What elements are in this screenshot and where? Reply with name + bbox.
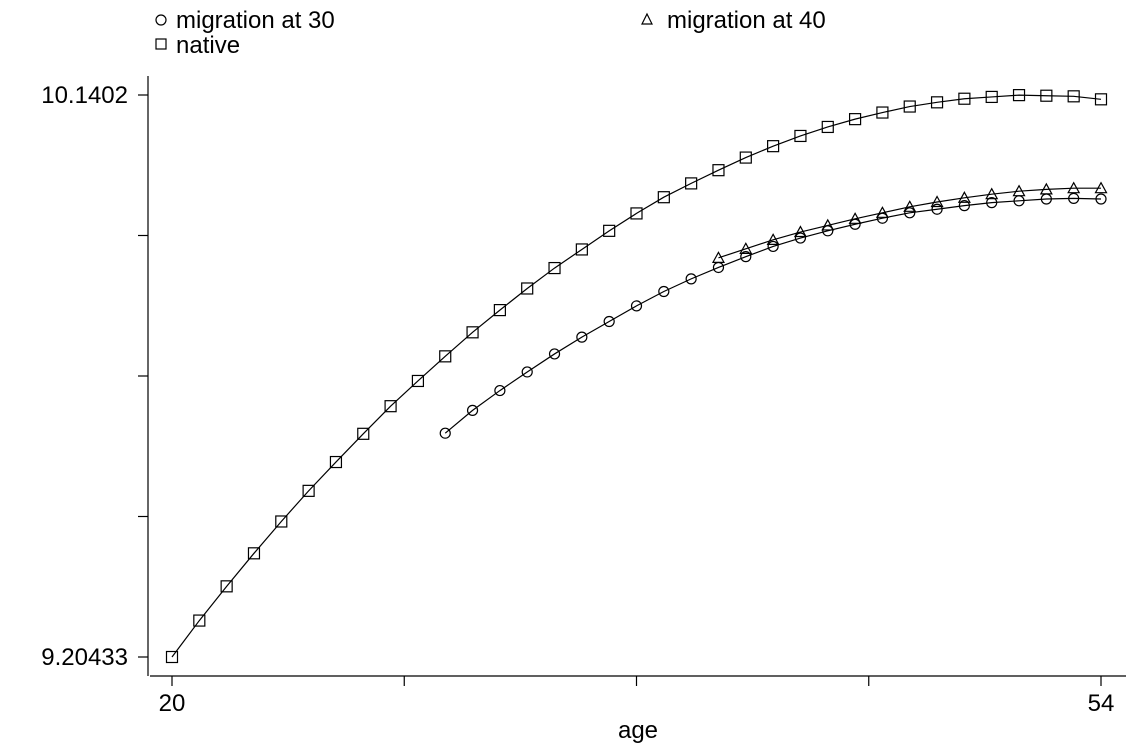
legend-item-migration-at-30: migration at 30	[155, 7, 335, 34]
data-point-square	[876, 106, 889, 119]
series-2	[165, 89, 1108, 664]
data-point-square	[165, 650, 179, 664]
legend: migration at 30 migration at 40 native	[155, 7, 826, 59]
x-tick-label: 54	[1088, 690, 1115, 717]
data-point-triangle	[821, 218, 835, 231]
data-point-circle	[521, 366, 533, 378]
data-point-triangle	[711, 251, 725, 263]
data-point-circle	[904, 207, 916, 219]
data-point-square	[767, 140, 780, 153]
data-point-circle	[931, 203, 943, 215]
data-point-square	[329, 455, 343, 469]
data-point-triangle	[793, 225, 807, 238]
data-point-circle	[740, 251, 752, 263]
data-point-square	[275, 515, 288, 528]
data-point-circle	[466, 404, 479, 416]
data-point-circle	[1068, 192, 1080, 205]
data-point-circle	[986, 197, 998, 209]
legend-triangle-marker	[641, 12, 653, 25]
x-ticks: 20 54	[159, 676, 1115, 717]
data-point-circle	[958, 200, 970, 212]
data-point-square	[657, 191, 670, 204]
legend-item-migration-at-40: migration at 40	[641, 7, 826, 34]
data-point-circle	[685, 273, 697, 285]
data-point-square	[630, 207, 643, 220]
data-point-square	[1040, 89, 1053, 102]
data-point-triangle	[957, 191, 971, 203]
data-point-circle	[603, 315, 615, 328]
data-point-square	[821, 120, 834, 134]
data-point-square	[575, 243, 588, 256]
data-point-triangle	[848, 212, 862, 224]
data-point-triangle	[1012, 184, 1026, 197]
data-point-circle	[494, 384, 506, 397]
series-0	[439, 192, 1107, 439]
data-point-square	[712, 164, 725, 177]
data-point-square	[193, 614, 206, 627]
y-tick-label: 9.20433	[41, 644, 128, 671]
data-point-circle	[658, 285, 670, 298]
data-point-square	[794, 129, 807, 143]
data-point-triangle	[739, 242, 753, 254]
data-point-square	[220, 580, 233, 593]
data-point-square	[247, 547, 261, 560]
legend-circle-marker	[155, 14, 167, 26]
data-point-square	[493, 304, 506, 317]
series-line	[718, 187, 1101, 259]
data-point-square	[1094, 93, 1108, 106]
data-point-triangle	[1039, 182, 1053, 195]
data-point-square	[439, 350, 452, 363]
data-point-square	[548, 261, 561, 275]
data-point-circle	[630, 300, 643, 312]
series-line	[171, 94, 1102, 658]
series-1	[711, 181, 1108, 263]
series-line	[444, 197, 1102, 434]
data-point-triangle	[903, 200, 917, 212]
legend-item-native: native	[155, 32, 240, 59]
data-point-circle	[1095, 193, 1107, 205]
data-point-circle	[576, 331, 588, 343]
data-point-circle	[548, 348, 561, 360]
data-point-square	[848, 113, 862, 126]
x-axis-title: age	[618, 717, 658, 744]
data-point-square	[958, 92, 971, 105]
data-point-triangle	[1067, 181, 1081, 194]
data-point-triangle	[930, 195, 944, 208]
legend-square-marker	[155, 38, 167, 50]
data-point-square	[985, 90, 998, 104]
data-point-square	[1012, 89, 1026, 102]
data-point-circle	[767, 240, 779, 253]
y-tick-label: 10.1402	[41, 82, 128, 109]
data-point-square	[685, 177, 698, 190]
data-point-triangle	[985, 187, 999, 200]
y-ticks: 9.20433 10.1402	[41, 82, 148, 671]
data-point-square	[466, 326, 479, 339]
data-point-square	[903, 100, 916, 113]
data-point-square	[357, 427, 370, 440]
x-tick-label: 20	[159, 690, 186, 717]
data-point-circle	[439, 427, 451, 439]
data-point-square	[302, 484, 315, 497]
data-point-triangle	[766, 233, 780, 245]
series-layer	[165, 89, 1108, 664]
data-point-square	[411, 374, 425, 388]
data-point-square	[521, 282, 534, 295]
data-point-triangle	[875, 206, 889, 218]
legend-label-native: native	[176, 32, 240, 59]
legend-label-migration-at-40: migration at 40	[667, 7, 826, 34]
data-point-square	[739, 151, 752, 164]
data-point-square	[1067, 90, 1080, 103]
data-point-circle	[794, 232, 807, 244]
data-point-square	[603, 224, 616, 237]
legend-label-migration-at-30: migration at 30	[176, 7, 335, 34]
data-point-square	[384, 400, 397, 413]
data-point-triangle	[1094, 181, 1108, 194]
data-point-square	[930, 96, 944, 109]
